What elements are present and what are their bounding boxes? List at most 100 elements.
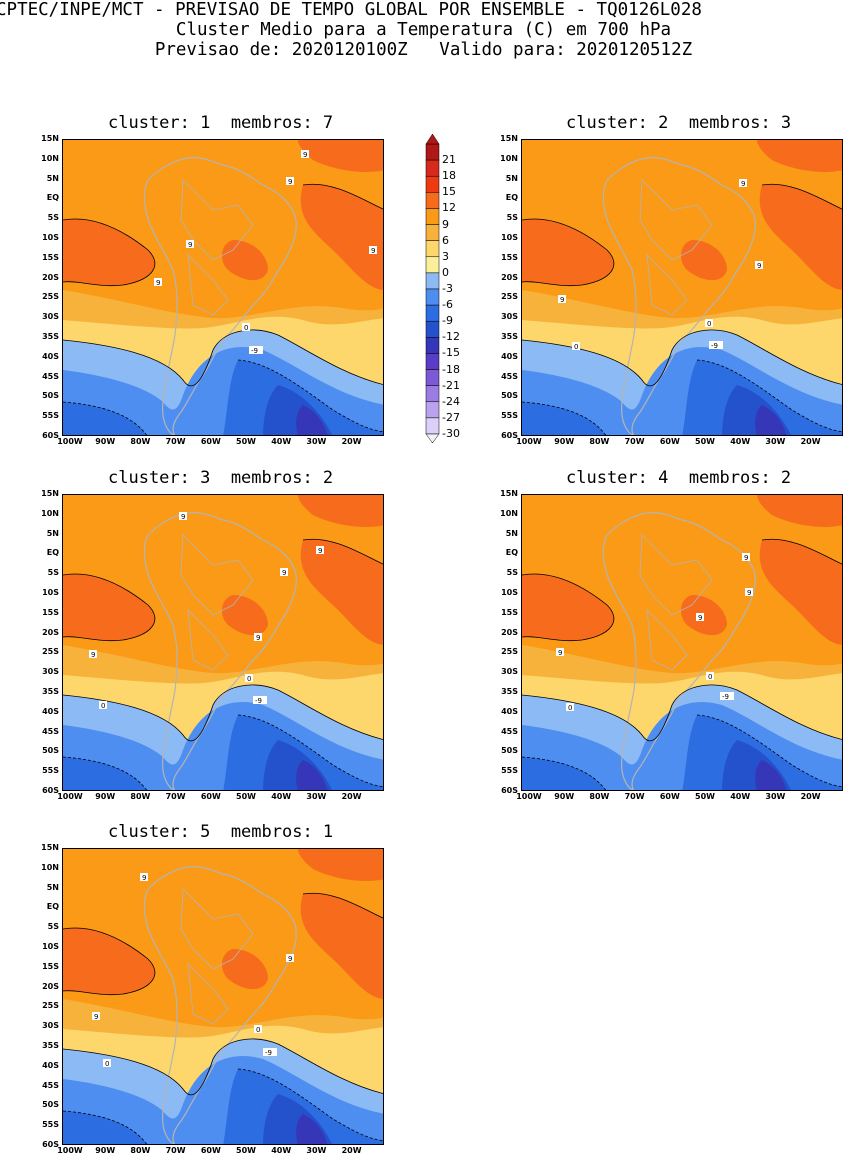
lon-tick-label: 20W [341,437,362,446]
lon-tick-label: 60W [659,792,680,801]
lon-tick-label: 40W [730,437,751,446]
lat-tick-label: 55S [501,411,518,421]
lat-tick-label: 15N [500,489,518,498]
lon-tick-label: 90W [554,437,575,446]
colorbar-segment [425,401,440,419]
lon-tick-label: 70W [165,792,186,801]
lon-tick-label: 80W [589,437,610,446]
lat-tick-label: 45S [501,726,518,736]
lat-tick-label: 55S [42,1120,59,1130]
lon-tick-label: 40W [271,792,292,801]
lat-tick-label: 40S [42,1060,59,1070]
lat-tick-label: 15S [42,252,59,262]
contour-label: 0 [707,320,711,328]
lon-tick-label: 100W [516,792,542,801]
lat-tick-label: 10S [501,233,518,242]
colorbar-level-label: -24 [442,394,460,408]
lon-tick-label: 90W [95,437,116,446]
lat-tick-label: 25S [42,292,59,302]
subtitle-dates: Previsao de: 2020120100Z Valido para: 20… [154,40,693,60]
lon-tick-label: 60W [200,437,221,446]
lat-tick-label: 25S [501,647,518,657]
lat-tick-label: 40S [501,351,518,361]
colorbar-segment [425,385,440,403]
lon-tick-label: 90W [95,792,116,801]
lat-tick-label: EQ [505,548,518,558]
colorbar-segment [425,304,440,322]
colorbar-level-label: 6 [442,233,449,247]
contour-label: 9 [558,649,562,657]
colorbar-level-label: 3 [442,249,449,263]
lat-tick-label: 15N [500,134,518,143]
lat-tick-label: 5N [505,173,518,183]
lat-tick-label: 5N [46,882,59,892]
contour-label: 9 [156,279,160,287]
contour-label: 9 [256,634,260,642]
colorbar-level-label: -9 [442,314,453,328]
lat-tick-label: 10N [41,508,59,518]
panel-2-title: cluster: 2 membros: 3 [566,113,792,133]
colorbar-segment [425,369,440,386]
lon-tick-label: 20W [341,792,362,801]
lon-tick-label: 70W [624,792,645,801]
lon-tick-label: 50W [236,1146,256,1155]
lon-tick-label: 50W [695,792,715,801]
colorbar-level-label: 0 [442,265,449,279]
lon-tick-label: 80W [589,792,610,801]
lat-tick-label: 55S [501,766,518,776]
contour-label: -9 [711,342,718,350]
lat-tick-label: 40S [42,351,59,361]
lon-tick-label: 30W [306,437,327,446]
colorbar-level-label: 9 [442,217,449,231]
lon-tick-label: 90W [95,1146,116,1155]
contour-label: 9 [318,547,322,555]
lat-tick-label: EQ [46,548,59,558]
lat-tick-label: 10S [42,233,59,242]
panel-5-map: 9 9 9 0 0 -9 [62,848,384,1145]
lat-tick-label: 5S [506,213,518,223]
colorbar-segment [425,256,440,274]
contour-label: 9 [288,955,292,963]
lon-tick-label: 80W [130,792,151,801]
lat-tick-label: 5N [505,528,518,538]
contour-label: 9 [282,569,286,577]
lat-tick-label: 10N [500,153,518,163]
lat-tick-label: 5S [47,213,59,223]
lat-tick-label: 25S [501,292,518,302]
contour-label: 0 [568,704,572,712]
lat-tick-label: 35S [42,332,59,341]
colorbar-segment [425,159,440,177]
lat-tick-label: 30S [42,312,59,322]
lat-tick-label: 5S [47,922,59,932]
colorbar-level-label: -18 [442,362,460,376]
contour-label: -9 [265,1049,272,1057]
lon-tick-label: 30W [765,437,786,446]
lat-tick-label: EQ [505,193,518,203]
lat-tick-label: 40S [42,706,59,716]
colorbar-segment [425,224,440,241]
colorbar-segment [425,417,440,435]
panel-4-title: cluster: 4 membros: 2 [566,468,792,488]
colorbar-segment [425,175,440,193]
contour-label: 9 [188,241,192,249]
contour-label: -9 [255,697,262,705]
contour-label: 9 [94,1013,98,1021]
colorbar-segment [425,288,440,306]
lon-tick-label: 20W [341,1146,362,1155]
lat-tick-label: 45S [501,371,518,381]
lon-tick-label: 70W [624,437,645,446]
lat-tick-label: 50S [501,391,518,401]
lat-tick-label: 35S [42,1041,59,1050]
lat-tick-label: 15S [42,961,59,971]
lat-tick-label: 45S [42,1080,59,1090]
lat-tick-label: 35S [501,332,518,341]
colorbar-level-label: 12 [442,201,456,215]
contour-label: 9 [757,262,761,270]
contour-label: 9 [560,296,564,304]
contour-label: 9 [741,180,745,188]
lat-tick-label: 10S [501,588,518,597]
contour-label: 9 [288,178,292,186]
contour-label: 0 [574,343,578,351]
lon-tick-label: 40W [730,792,751,801]
lon-tick-label: 80W [130,437,151,446]
